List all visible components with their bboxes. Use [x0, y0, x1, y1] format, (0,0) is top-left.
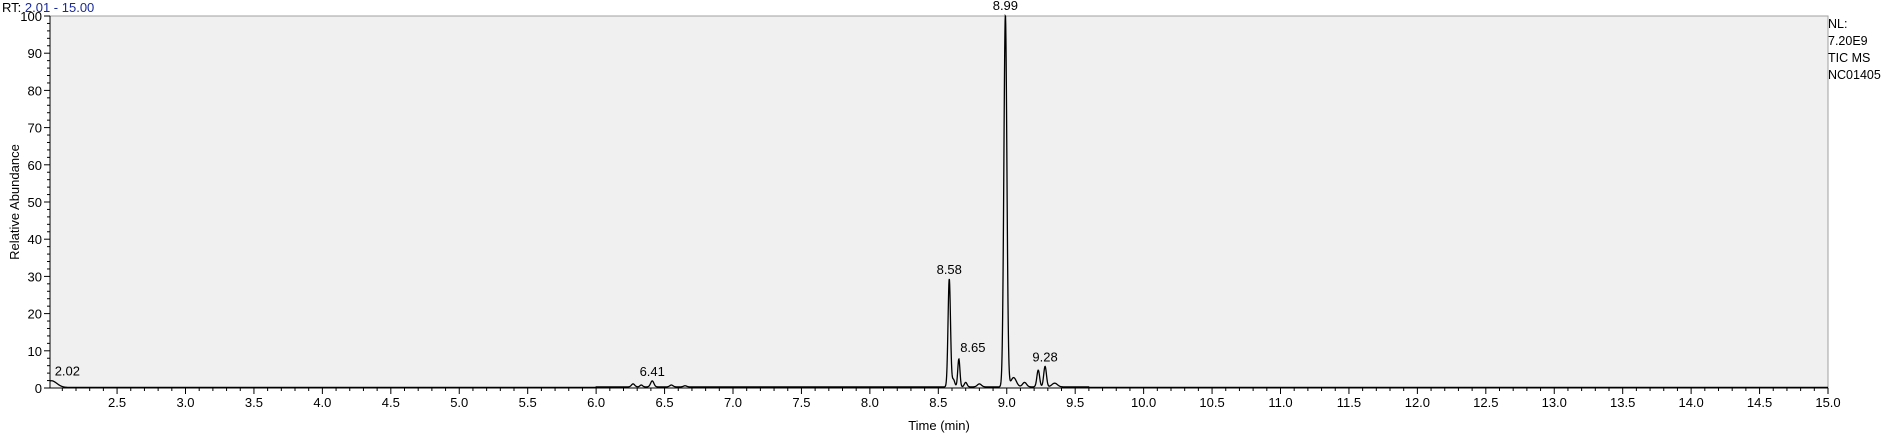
x-tick-label: 8.5 — [929, 395, 947, 410]
axis-ticks: 2.5 3.0 3.5 4.0 4.5 5.0 5.5 6.0 6.5 7.0 7.5 8.0 8.5 9… — [20, 9, 1840, 410]
x-tick-label: 7.5 — [792, 395, 810, 410]
x-tick-label: 11.0 — [1268, 395, 1292, 410]
x-tick-label: 14.0 — [1678, 395, 1703, 410]
peak-label: 8.58 — [937, 262, 962, 277]
tic-trace-line — [49, 13, 1828, 389]
peak-label: 2.02 — [55, 363, 80, 378]
y-tick-label: 80 — [28, 83, 42, 98]
y-tick-label: 50 — [28, 195, 42, 210]
y-tick-label: 40 — [28, 232, 42, 247]
x-tick-label: 12.0 — [1405, 395, 1430, 410]
peak-label: 8.65 — [960, 340, 985, 355]
x-tick-label: 5.0 — [450, 395, 468, 410]
x-tick-label: 5.5 — [519, 395, 537, 410]
y-tick-label: 20 — [28, 307, 42, 322]
y-tick-label: 90 — [28, 46, 42, 61]
y-tick-label: 30 — [28, 269, 42, 284]
rt-range-value: 2.01 - 15.00 — [24, 0, 95, 15]
plot-area — [49, 15, 1829, 389]
peak-labels: 2.02 6.41 8.58 8.65 8.99 9.28 — [55, 0, 1058, 379]
x-tick-label: 12.5 — [1473, 395, 1498, 410]
y-tick-label: 60 — [28, 158, 42, 173]
y-tick-label: 10 — [28, 344, 42, 359]
x-tick-label: 9.5 — [1066, 395, 1084, 410]
nl-label: NL: — [1828, 17, 1848, 31]
x-tick-label: 4.0 — [313, 395, 331, 410]
x-tick-label: 3.0 — [176, 395, 194, 410]
x-tick-label: 10.0 — [1131, 395, 1156, 410]
x-tick-label: 14.5 — [1747, 395, 1772, 410]
x-tick-label: 6.5 — [656, 395, 674, 410]
x-axis-label: Time (min) — [908, 418, 970, 433]
x-tick-label: 8.0 — [861, 395, 879, 410]
y-tick-label: 100 — [20, 9, 42, 24]
x-tick-label: 10.5 — [1199, 395, 1224, 410]
x-tick-label: 3.5 — [245, 395, 263, 410]
x-tick-label: 15.0 — [1815, 395, 1840, 410]
x-tick-label: 11.5 — [1337, 395, 1361, 410]
rt-label: RT: — [2, 0, 22, 15]
nl-value: 7.20E9 — [1828, 34, 1868, 48]
peak-label: 6.41 — [640, 364, 665, 379]
rt-range-header: RT: 2.01 - 15.00 — [2, 0, 94, 15]
x-tick-label: 13.5 — [1610, 395, 1635, 410]
scan-type: TIC MS — [1828, 51, 1871, 65]
sample-id: NC01405 — [1828, 68, 1881, 82]
peak-label: 8.99 — [993, 0, 1018, 13]
x-tick-label: 9.0 — [998, 395, 1016, 410]
x-tick-label: 4.5 — [382, 395, 400, 410]
peak-label: 9.28 — [1032, 350, 1057, 365]
x-tick-label: 2.5 — [108, 395, 126, 410]
y-tick-label: 0 — [35, 381, 42, 396]
x-tick-label: 7.0 — [724, 395, 742, 410]
y-tick-label: 70 — [28, 121, 42, 136]
x-tick-label: 6.0 — [587, 395, 605, 410]
y-axis-label: Relative Abundance — [7, 144, 22, 260]
x-tick-label: 13.0 — [1542, 395, 1567, 410]
